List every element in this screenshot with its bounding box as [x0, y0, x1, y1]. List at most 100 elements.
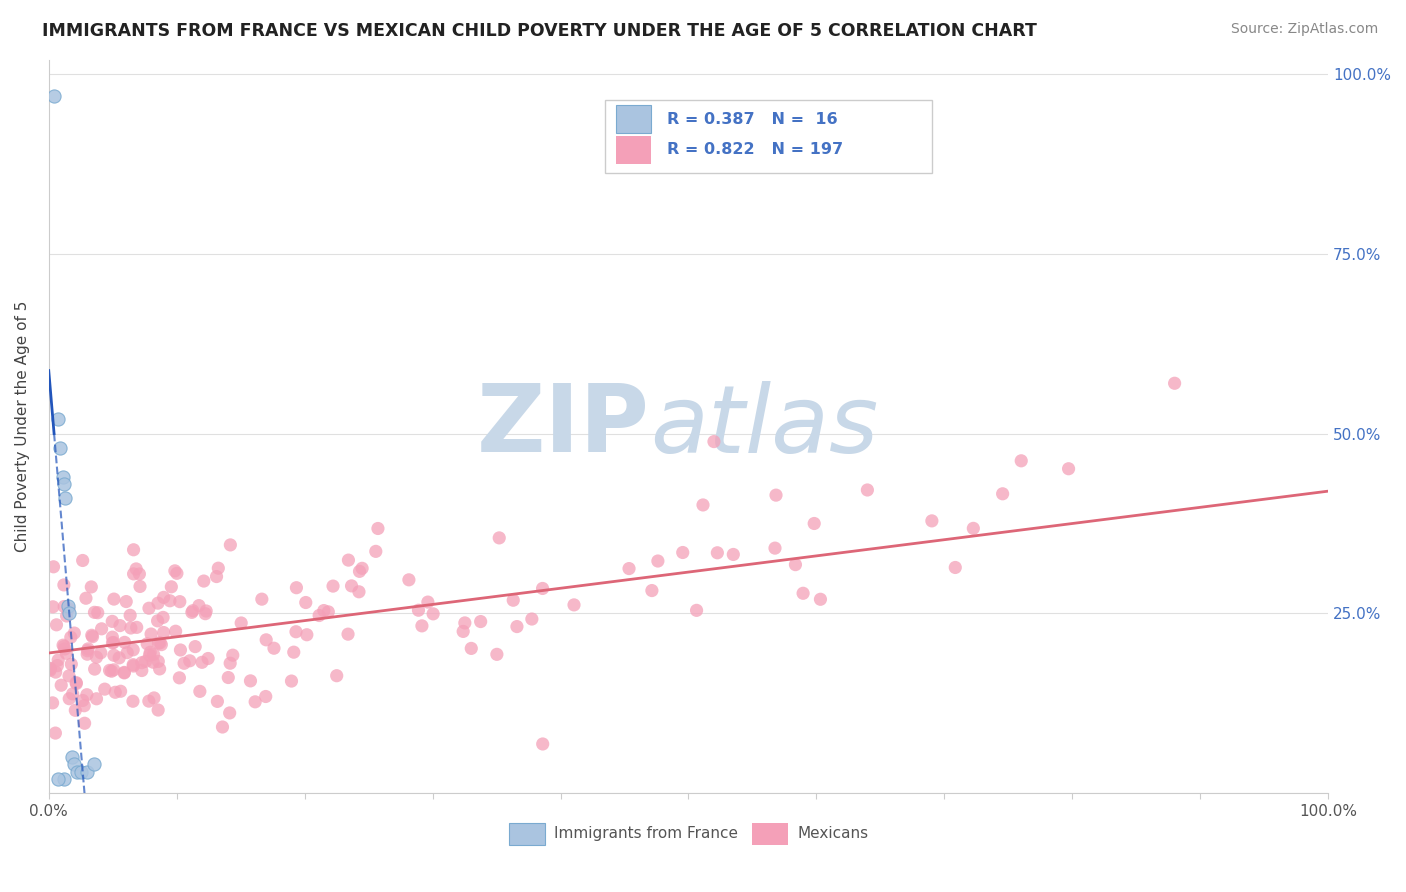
Point	[672, 545, 695, 559]
Point	[163, 564, 186, 578]
Point	[63, 626, 86, 640]
Point	[60, 750, 83, 764]
Point	[318, 605, 340, 619]
Point	[101, 630, 124, 644]
Point	[41, 696, 63, 710]
Point	[39, 662, 62, 676]
Point	[194, 607, 217, 621]
Point	[103, 635, 125, 649]
Point	[115, 646, 138, 660]
Point	[325, 669, 347, 683]
Point	[55, 491, 77, 506]
Point	[100, 664, 122, 678]
Point	[80, 628, 103, 642]
Point	[110, 684, 132, 698]
Text: Source: ZipAtlas.com: Source: ZipAtlas.com	[1230, 22, 1378, 37]
Text: Immigrants from France: Immigrants from France	[554, 826, 738, 841]
Point	[122, 659, 145, 673]
Point	[207, 694, 229, 708]
Point	[128, 566, 150, 581]
Point	[98, 664, 121, 678]
Point	[250, 592, 273, 607]
Point	[82, 630, 104, 644]
Point	[347, 584, 370, 599]
Point	[243, 695, 266, 709]
Point	[120, 621, 142, 635]
Point	[641, 583, 664, 598]
Point	[53, 599, 76, 614]
Point	[280, 674, 302, 689]
Point	[138, 648, 160, 662]
Point	[55, 609, 77, 624]
Point	[763, 541, 786, 555]
Point	[73, 698, 96, 713]
Point	[222, 648, 245, 663]
Point	[76, 764, 98, 779]
Point	[114, 635, 136, 649]
Point	[120, 608, 142, 623]
Point	[219, 538, 242, 552]
Point	[411, 619, 433, 633]
Point	[502, 593, 524, 607]
Point	[962, 521, 984, 535]
Point	[180, 606, 202, 620]
Point	[166, 566, 188, 581]
Point	[65, 676, 87, 690]
Text: ZIP: ZIP	[477, 380, 650, 473]
FancyBboxPatch shape	[616, 136, 651, 164]
Point	[122, 566, 145, 581]
Point	[86, 650, 108, 665]
Point	[364, 544, 387, 558]
Point	[470, 615, 492, 629]
Point	[58, 669, 80, 683]
Point	[125, 562, 148, 576]
Point	[152, 610, 174, 624]
Point	[143, 690, 166, 705]
Point	[295, 628, 318, 642]
Point	[53, 477, 76, 491]
Point	[58, 601, 80, 615]
Point	[520, 612, 543, 626]
Point	[1010, 454, 1032, 468]
Point	[765, 488, 787, 502]
Point	[803, 516, 825, 531]
Point	[77, 641, 100, 656]
Point	[451, 624, 474, 639]
Point	[83, 605, 105, 619]
Point	[75, 591, 97, 606]
Point	[398, 573, 420, 587]
Point	[1163, 376, 1185, 391]
Point	[692, 498, 714, 512]
Point	[921, 514, 943, 528]
Point	[83, 662, 105, 676]
Point	[135, 654, 157, 668]
FancyBboxPatch shape	[616, 105, 651, 133]
Point	[139, 645, 162, 659]
Point	[58, 691, 80, 706]
Point	[367, 521, 389, 535]
Point	[159, 594, 181, 608]
Point	[76, 647, 98, 661]
Point	[723, 548, 745, 562]
Point	[44, 726, 66, 740]
Point	[146, 596, 169, 610]
Point	[703, 434, 725, 449]
Point	[312, 603, 335, 617]
Point	[65, 675, 87, 690]
Point	[460, 641, 482, 656]
Point	[239, 673, 262, 688]
Point	[52, 469, 75, 483]
Point	[103, 648, 125, 663]
Point	[943, 560, 966, 574]
Point	[66, 764, 89, 779]
Point	[169, 671, 191, 685]
FancyBboxPatch shape	[752, 822, 789, 845]
Point	[72, 693, 94, 707]
Point	[65, 703, 87, 717]
Point	[149, 636, 172, 650]
Point	[45, 617, 67, 632]
Point	[142, 648, 165, 662]
Point	[810, 592, 832, 607]
Point	[188, 684, 211, 698]
Point	[56, 599, 79, 614]
